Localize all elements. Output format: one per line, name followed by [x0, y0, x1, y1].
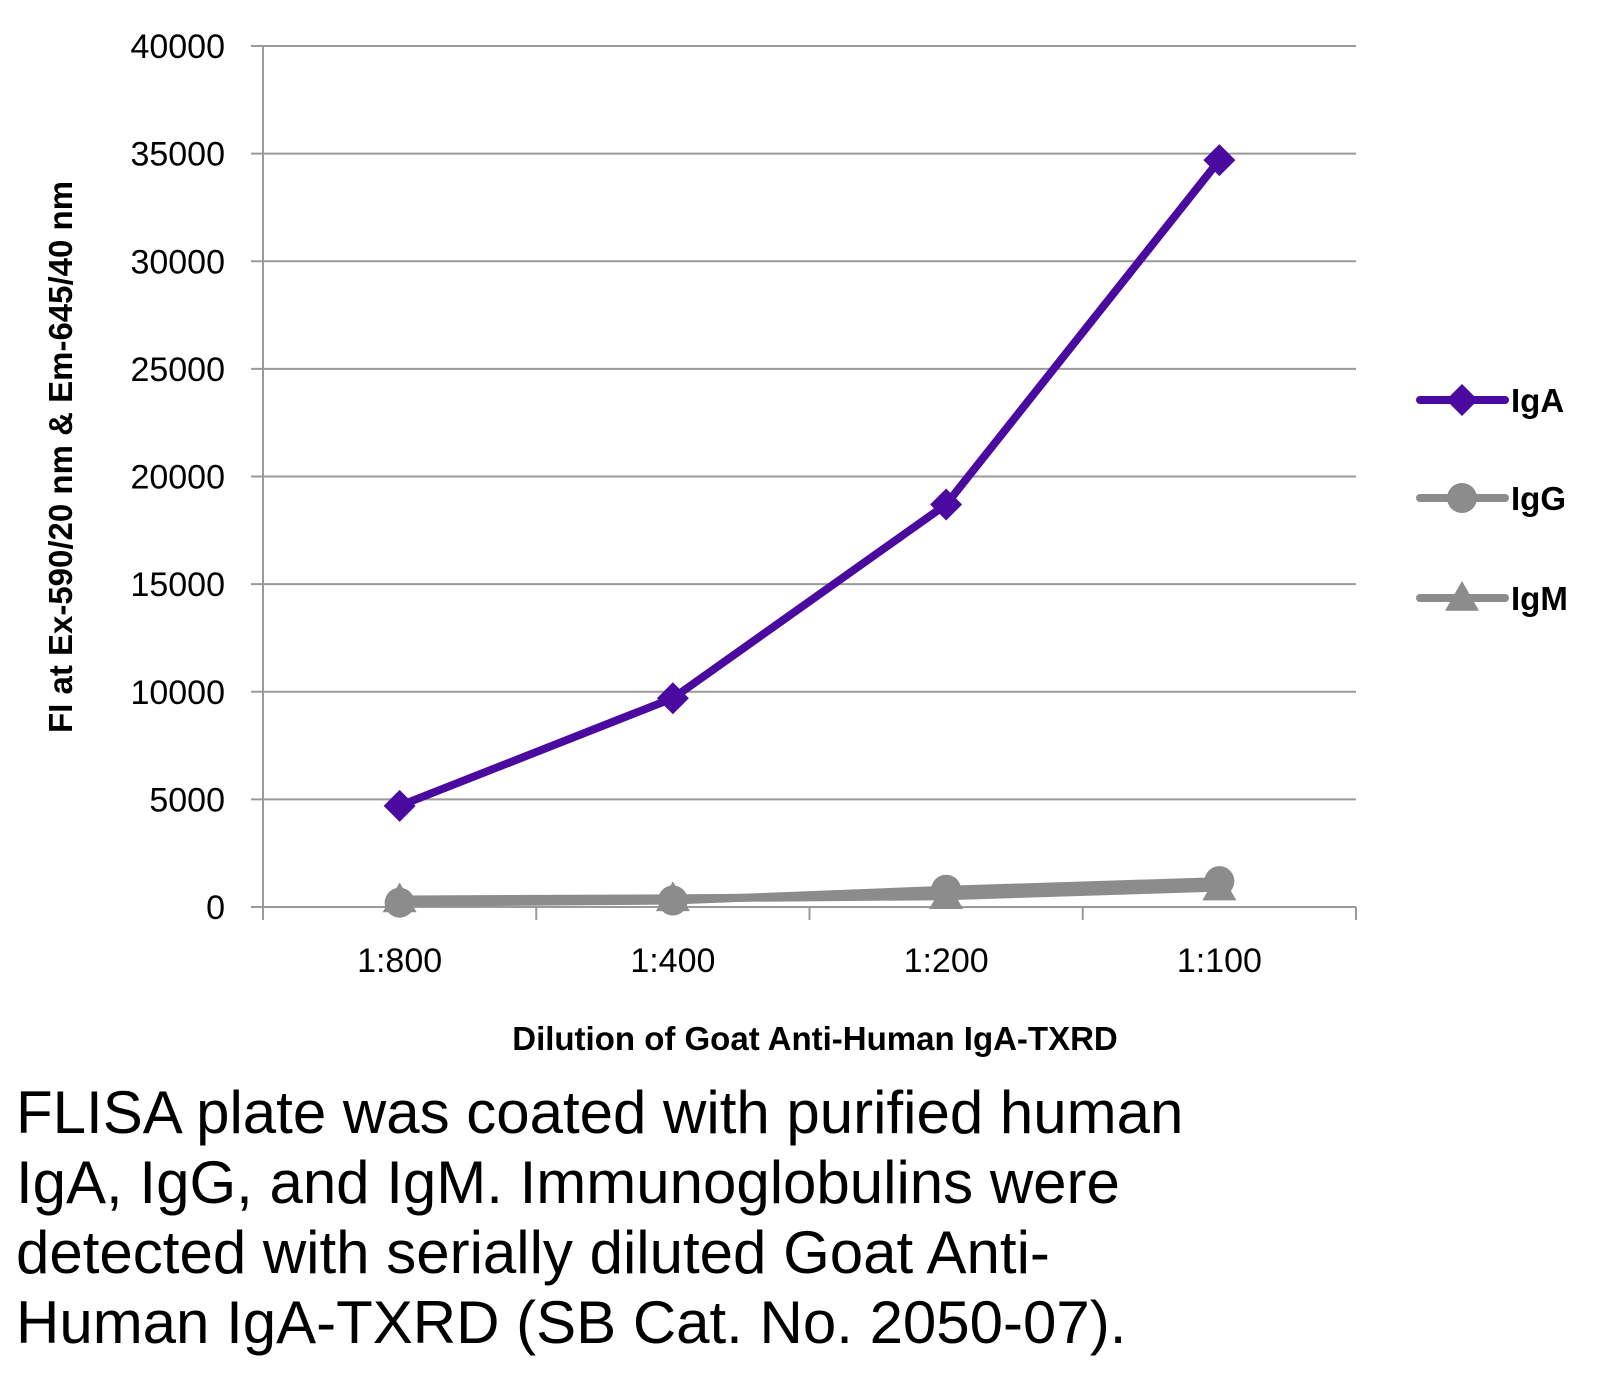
caption-line: detected with serially diluted Goat Anti… [16, 1219, 1050, 1286]
y-tick-label: 35000 [130, 136, 225, 174]
y-tick-label: 30000 [130, 243, 225, 281]
y-tick-label: 25000 [130, 351, 225, 389]
data-point-iga [930, 488, 963, 521]
legend-entry-igm: IgM [1416, 580, 1568, 617]
y-tick-label: 20000 [130, 459, 225, 497]
y-tick-label: 10000 [130, 674, 225, 712]
x-tick-label: 1:100 [1177, 942, 1262, 980]
x-axis-title: Dilution of Goat Anti-Human IgA-TXRD [512, 1020, 1118, 1057]
series-line-iga [395, 156, 1224, 810]
legend-entry-iga: IgA [1416, 382, 1564, 419]
legend-marker [1446, 384, 1478, 416]
data-point-igg [931, 874, 962, 905]
legend-marker [1447, 483, 1477, 513]
caption-line: IgA, IgG, and IgM. Immunoglobulins were [16, 1149, 1120, 1216]
x-tick-label: 1:400 [630, 942, 715, 980]
data-point-igg [384, 887, 415, 918]
data-point-iga [383, 789, 416, 822]
series-layer [382, 144, 1237, 918]
figure-caption: FLISA plate was coated with purified hum… [16, 1078, 1576, 1358]
series-line-igg [395, 877, 1224, 907]
data-point-igg [1204, 866, 1235, 897]
y-tick-label: 40000 [130, 28, 225, 66]
legend-label: IgM [1511, 580, 1568, 617]
x-tick-label: 1:800 [357, 942, 442, 980]
data-point-iga [656, 682, 689, 715]
caption-line: Human IgA-TXRD (SB Cat. No. 2050-07). [16, 1289, 1127, 1356]
legend-marker [1445, 581, 1479, 611]
caption-line: FLISA plate was coated with purified hum… [16, 1079, 1184, 1146]
y-tick-label: 5000 [149, 781, 225, 819]
series-iga [383, 144, 1236, 822]
y-tick-label: 15000 [130, 566, 225, 604]
series-igg [384, 866, 1235, 918]
legend-label: IgA [1511, 382, 1564, 419]
legend-label: IgG [1511, 480, 1566, 517]
data-point-iga [1203, 144, 1236, 177]
y-axis-title: FI at Ex-590/20 nm & Em-645/40 nm [42, 181, 79, 733]
axes: 0 5000 10000 15000 20000 25000 30000 35000 40000… [130, 28, 1357, 980]
legend-entry-igg: IgG [1416, 480, 1566, 517]
x-tick-label: 1:200 [904, 942, 989, 980]
legend: IgA IgG IgM [1416, 382, 1568, 617]
data-point-igg [657, 885, 688, 916]
line-chart: 0 5000 10000 15000 20000 25000 30000 35000 40000… [42, 28, 1568, 1057]
y-tick-label: 0 [206, 889, 225, 927]
gridlines [263, 45, 1356, 801]
